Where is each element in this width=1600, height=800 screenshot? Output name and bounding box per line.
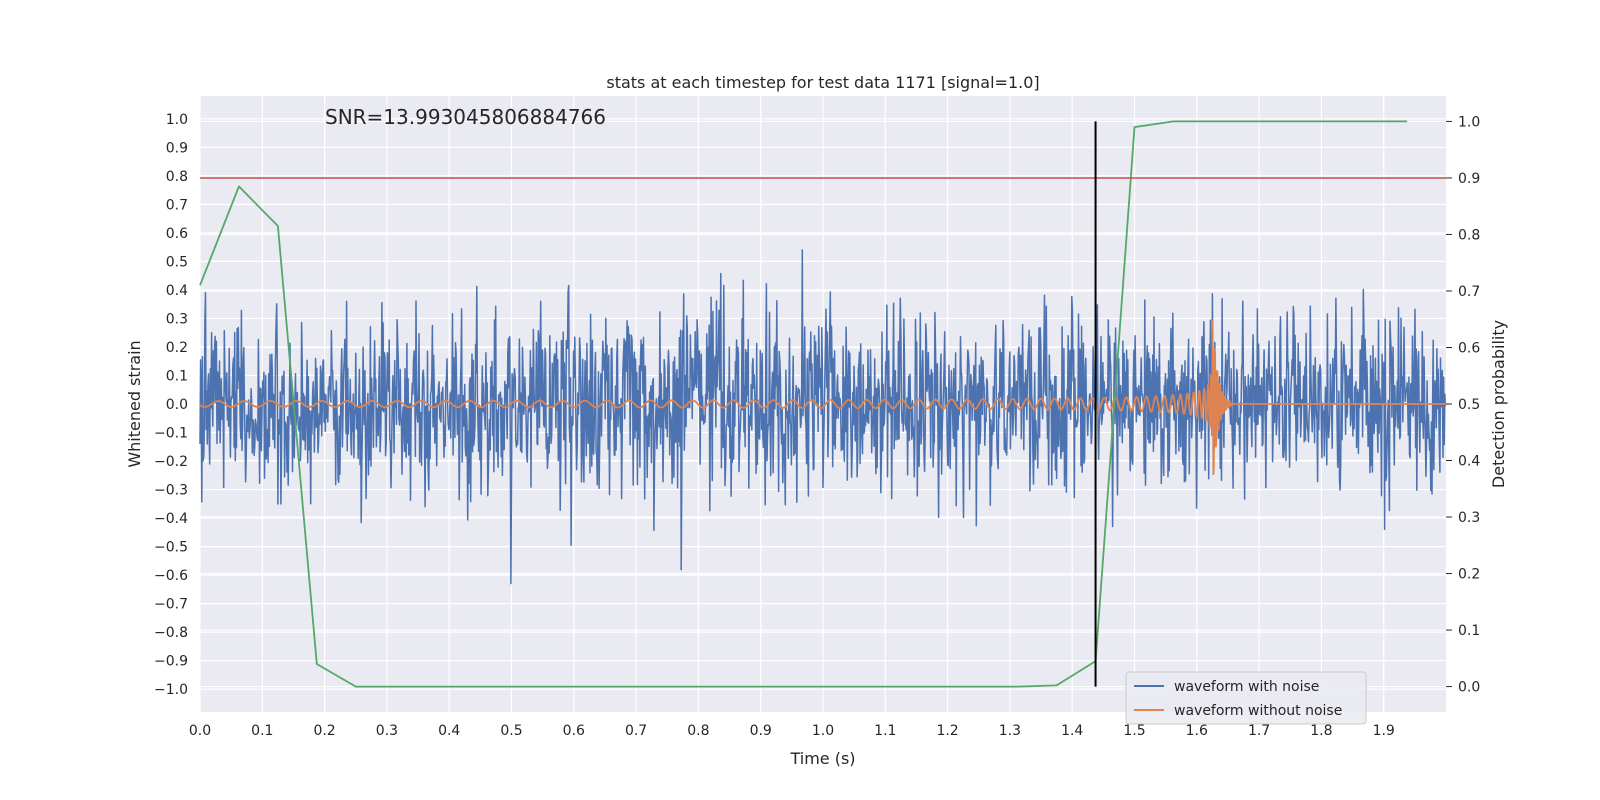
x-tick-label: 1.3 [999, 723, 1021, 739]
x-tick-label: 0.2 [313, 723, 335, 739]
y-left-tick-label: −0.7 [154, 597, 188, 613]
x-tick-label: 1.2 [936, 723, 958, 739]
x-tick-label: 1.9 [1373, 723, 1395, 739]
y-left-tick-label: −0.6 [154, 568, 188, 584]
y-right-tick-label: 0.6 [1458, 340, 1480, 356]
y-left-tick-label: −0.1 [154, 426, 188, 442]
x-tick-label: 1.7 [1248, 723, 1270, 739]
x-tick-label: 1.1 [874, 723, 896, 739]
legend-label-waveform-without-noise: waveform without noise [1174, 703, 1342, 719]
y-left-tick-label: −0.3 [154, 483, 188, 499]
y-left-tick-label: −1.0 [154, 682, 188, 698]
y-left-tick-labels: 1.0 0.9 0.8 0.7 0.6 0.5 0.4 0.3 0.2 0.1 0.0 −0.1 −0.… [154, 112, 188, 698]
y-left-tick-label: −0.9 [154, 654, 188, 670]
y-right-tick-label: 0.3 [1458, 510, 1480, 526]
x-tick-label: 1.8 [1310, 723, 1332, 739]
y-left-axis-label: Whitened strain [125, 340, 144, 467]
series-layer [199, 120, 1447, 688]
y-left-tick-label: 0.0 [166, 397, 188, 413]
y-right-axis-label: Detection probability [1489, 320, 1508, 488]
x-tick-label: 0.4 [438, 723, 460, 739]
y-left-tick-label: 0.7 [166, 197, 188, 213]
x-tick-label: 0.0 [189, 723, 211, 739]
y-left-tick-label: 0.9 [166, 140, 188, 156]
y-left-tick-label: 0.6 [166, 226, 188, 242]
y-right-tick-label: 0.7 [1458, 284, 1480, 300]
y-left-tick-label: 1.0 [166, 112, 188, 128]
y-left-tick-label: −0.4 [154, 511, 188, 527]
x-tick-label: 0.8 [687, 723, 709, 739]
x-tick-label: 0.3 [376, 723, 398, 739]
y-left-tick-label: 0.5 [166, 254, 188, 270]
y-left-tick-label: 0.8 [166, 169, 188, 185]
legend-label-waveform-with-noise: waveform with noise [1174, 679, 1319, 695]
x-tick-label: 0.7 [625, 723, 647, 739]
y-left-tick-label: 0.2 [166, 340, 188, 356]
x-tick-label: 0.5 [500, 723, 522, 739]
y-left-tick-label: 0.4 [166, 283, 188, 299]
y-left-tick-label: −0.2 [154, 454, 188, 470]
x-tick-label: 1.0 [812, 723, 834, 739]
snr-annotation: SNR=13.993045806884766 [325, 105, 606, 129]
x-tick-label: 1.5 [1123, 723, 1145, 739]
series-waveform-with-noise [199, 249, 1447, 585]
x-tick-label: 1.4 [1061, 723, 1083, 739]
x-tick-label: 0.1 [251, 723, 273, 739]
y-left-tick-label: −0.8 [154, 625, 188, 641]
x-axis-label: Time (s) [789, 749, 855, 768]
x-tick-label: 0.9 [750, 723, 772, 739]
y-right-tick-label: 0.9 [1458, 171, 1480, 187]
y-right-tick-label: 0.1 [1458, 623, 1480, 639]
x-tick-labels: 0.0 0.1 0.2 0.3 0.4 0.5 0.6 0.7 0.8 0.9 1.0 1.1 1.2 1… [189, 723, 1395, 739]
y-right-tick-label: 1.0 [1458, 114, 1480, 130]
chart-title: stats at each timestep for test data 117… [606, 73, 1039, 92]
series-waveform-without-noise [199, 320, 1447, 476]
legend-box [1125, 671, 1367, 725]
y-left-tick-label: 0.3 [166, 311, 188, 327]
y-left-tick-label: 0.1 [166, 368, 188, 384]
x-tick-label: 0.6 [563, 723, 585, 739]
legend: waveform with noise waveform without noi… [1125, 671, 1367, 725]
y-right-tick-label: 0.2 [1458, 567, 1480, 583]
y-left-tick-label: −0.5 [154, 540, 188, 556]
y-right-tick-label: 0.8 [1458, 227, 1480, 243]
x-tick-label: 1.6 [1186, 723, 1208, 739]
y-right-tick-label: 0.5 [1458, 397, 1480, 413]
y-right-tick-labels: 1.0 0.9 0.8 0.7 0.6 0.5 0.4 0.3 0.2 0.1 0.0 [1446, 114, 1480, 696]
y-right-tick-label: 0.0 [1458, 680, 1480, 696]
y-right-tick-label: 0.4 [1458, 454, 1480, 470]
